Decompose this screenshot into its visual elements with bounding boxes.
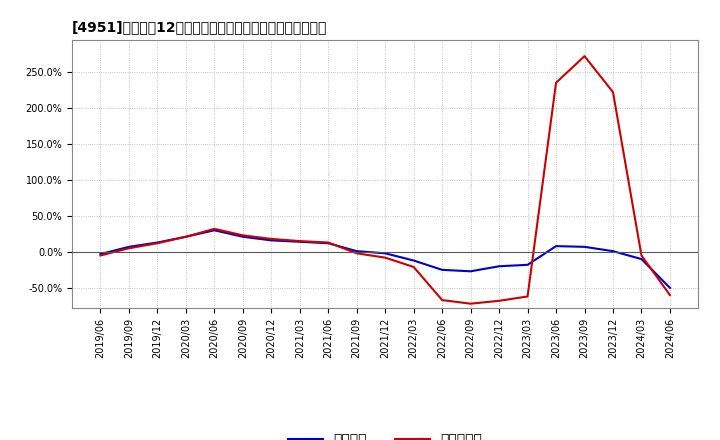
経常利益 (96, 251, 105, 257)
当期純利益 (181, 234, 190, 239)
経常利益 (438, 267, 446, 272)
経常利益 (523, 262, 532, 268)
経常利益 (381, 251, 390, 256)
経常利益 (352, 249, 361, 254)
当期純利益 (238, 233, 247, 238)
Line: 経常利益: 経常利益 (101, 230, 670, 288)
当期純利益 (495, 298, 503, 304)
経常利益 (238, 234, 247, 239)
経常利益 (324, 241, 333, 246)
経常利益 (125, 244, 133, 249)
当期純利益 (352, 251, 361, 256)
当期純利益 (665, 293, 674, 298)
当期純利益 (210, 226, 219, 231)
当期純利益 (96, 253, 105, 258)
当期純利益 (580, 54, 589, 59)
Line: 当期純利益: 当期純利益 (101, 56, 670, 304)
当期純利益 (438, 297, 446, 303)
経常利益 (495, 264, 503, 269)
Text: [4951]　利益だ12か月移動合計の対前年同期増減率の推移: [4951] 利益だ12か月移動合計の対前年同期増減率の推移 (72, 20, 328, 34)
経常利益 (267, 238, 276, 243)
当期純利益 (125, 246, 133, 251)
当期純利益 (608, 89, 617, 95)
当期純利益 (552, 80, 560, 85)
当期純利益 (324, 240, 333, 245)
当期純利益 (153, 241, 162, 246)
経常利益 (295, 239, 304, 245)
経常利益 (410, 258, 418, 263)
経常利益 (153, 240, 162, 245)
Legend: 経常利益, 当期純利益: 経常利益, 当期純利益 (282, 428, 488, 440)
経常利益 (665, 285, 674, 290)
当期純利益 (295, 238, 304, 244)
経常利益 (608, 249, 617, 254)
経常利益 (181, 234, 190, 239)
経常利益 (637, 257, 646, 262)
当期純利益 (381, 255, 390, 260)
当期純利益 (523, 294, 532, 299)
当期純利益 (267, 236, 276, 242)
経常利益 (580, 244, 589, 249)
経常利益 (210, 227, 219, 233)
経常利益 (552, 243, 560, 249)
経常利益 (467, 269, 475, 274)
当期純利益 (467, 301, 475, 306)
当期純利益 (410, 264, 418, 270)
当期純利益 (637, 253, 646, 258)
